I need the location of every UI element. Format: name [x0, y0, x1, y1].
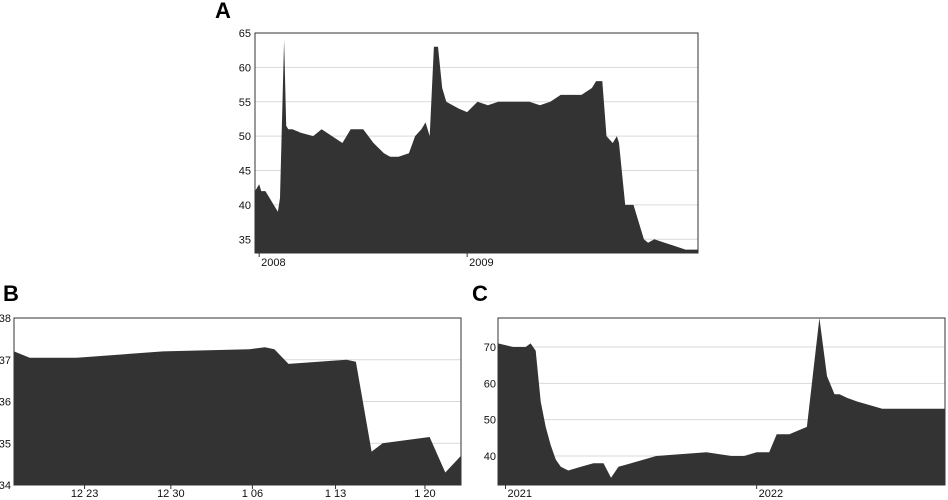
chart-b-ytick-label: 35 — [0, 438, 11, 450]
chart-b-ytick-label: 34 — [0, 480, 11, 492]
chart-a-frame — [254, 32, 699, 254]
chart-b-xtick-label: 1 13 — [325, 488, 346, 500]
chart-b-ytick-label: 38 — [0, 313, 11, 325]
chart-a-ytick-label: 55 — [239, 97, 251, 109]
chart-b-frame — [13, 317, 462, 486]
chart-a-ytick-label: 40 — [239, 200, 251, 212]
chart-c-area-series — [498, 318, 945, 485]
chart-c-frame — [497, 317, 946, 486]
chart-a-ytick-label: 35 — [239, 234, 251, 246]
chart-b-area-series — [14, 347, 461, 485]
chart-b-xtick-label: 1 20 — [414, 488, 435, 500]
panel-letter-b: B — [3, 281, 19, 306]
chart-c-ytick-label: 60 — [484, 378, 496, 390]
chart-b-xtick-label: 12 23 — [71, 488, 99, 500]
chart-b-ytick-label: 36 — [0, 397, 11, 409]
chart-a-ytick-label: 45 — [239, 166, 251, 178]
chart-a-xtick-label: 2008 — [261, 257, 285, 269]
chart-c-ytick-label: 40 — [484, 451, 496, 463]
chart-b-ytick-label: 37 — [0, 355, 11, 367]
chart-a-ytick-label: 65 — [239, 28, 251, 40]
chart-c-xtick-label: 2021 — [508, 488, 532, 500]
chart-a-ytick-label: 60 — [239, 62, 251, 74]
chart-a-area-series — [255, 39, 698, 254]
chart-a-ytick-label: 50 — [239, 131, 251, 143]
panel-letter-a: A — [215, 0, 231, 23]
chart-b-xtick-label: 1 06 — [242, 488, 263, 500]
panel-letter-c: C — [472, 281, 488, 306]
chart-c-ytick-label: 50 — [484, 415, 496, 427]
chart-a-xtick-label: 2009 — [469, 257, 493, 269]
chart-c-ytick-label: 70 — [484, 342, 496, 354]
chart-c-xtick-label: 2022 — [759, 488, 783, 500]
chart-b-xtick-label: 12 30 — [157, 488, 185, 500]
